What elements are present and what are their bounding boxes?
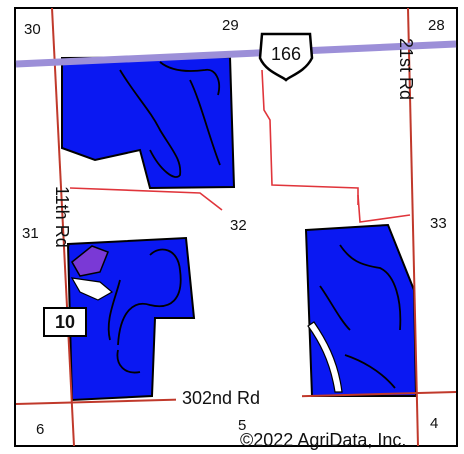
field-parcels	[61, 55, 418, 402]
highway-166	[15, 40, 457, 68]
section-32: 32	[230, 217, 247, 234]
highway-shield: 166	[258, 32, 314, 82]
section-33: 33	[430, 215, 447, 232]
field-roads	[69, 69, 411, 223]
section-31: 31	[22, 225, 39, 242]
section-5: 5	[238, 417, 246, 434]
road-label-11th: 11th Rd	[52, 186, 72, 248]
section-28: 28	[428, 17, 445, 34]
road-label-302nd: 302nd Rd	[182, 388, 260, 408]
soil-pocket-purple	[71, 245, 109, 277]
field-parcel-north	[61, 55, 236, 190]
section-6: 6	[36, 421, 44, 438]
section-4: 4	[430, 415, 438, 432]
road-label-302nd-bg	[176, 388, 302, 408]
section-30: 30	[24, 21, 41, 38]
highway-shield-label: 166	[271, 44, 301, 64]
soil-pocket-white	[70, 277, 114, 301]
road-label-21st: 21st Rd	[396, 38, 416, 100]
soil-pocket-white-2	[307, 321, 343, 393]
route-shield-label: 10	[55, 312, 75, 332]
copyright-notice: ©2022 AgriData, Inc.	[240, 430, 406, 450]
section-29: 29	[222, 17, 239, 34]
route-shield: 10	[43, 307, 87, 337]
soil-boundaries	[107, 61, 402, 389]
